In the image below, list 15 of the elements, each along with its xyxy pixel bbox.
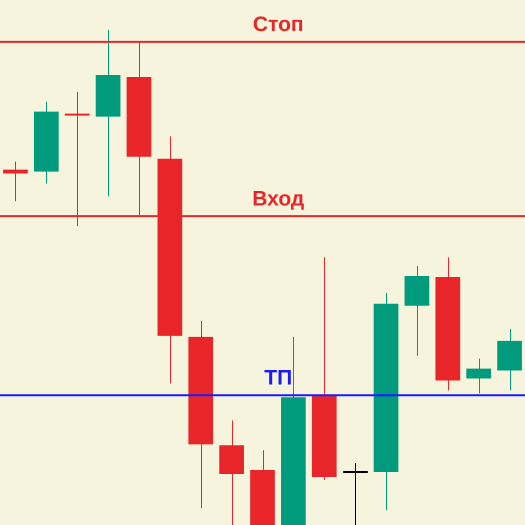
ref-line-label: Вход (252, 187, 304, 210)
candlestick (3, 161, 28, 202)
candlestick (466, 358, 492, 394)
candlestick (404, 266, 430, 356)
candlestick (312, 256, 337, 480)
candlestick (34, 101, 59, 184)
candlestick (435, 256, 460, 391)
candlestick (497, 328, 522, 391)
ref-line-label: Стоп (252, 13, 304, 36)
candlestick (250, 450, 275, 525)
candlestick (96, 30, 120, 197)
ref-line-label: ТП (264, 366, 292, 390)
candlestick (188, 320, 214, 509)
candlestick (374, 292, 398, 511)
candlestick (219, 420, 244, 525)
